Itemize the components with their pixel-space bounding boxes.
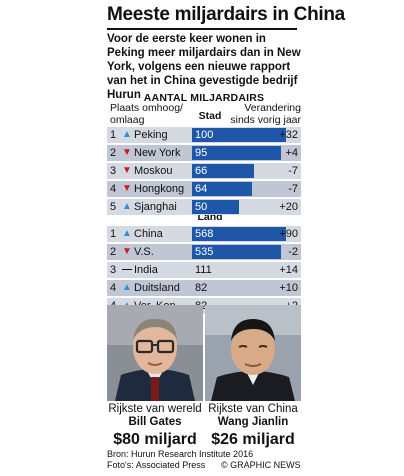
table-row: 1 ▲ China 568 +90 — [107, 226, 301, 242]
table-row: 4 ▲ Duitsland 82 +10 — [107, 280, 301, 296]
table-row: 3 — India 111 +14 — [107, 262, 301, 278]
wang-jianlin-photo — [205, 305, 301, 401]
row-change: -7 — [288, 165, 298, 177]
row-name: Hongkong — [134, 183, 185, 195]
arrow-down-icon: ▼ — [122, 147, 132, 158]
arrow-down-icon: ▼ — [122, 165, 132, 176]
wang-jianlin-caption: Rijkste van China Wang Jianlin $26 milja… — [205, 403, 301, 450]
value-bar — [192, 245, 281, 259]
row-name: V.S. — [134, 246, 154, 258]
value-bar — [192, 164, 254, 178]
table-row: 4 ▼ Hongkong 64 -7 — [107, 181, 301, 197]
row-value: 568 — [195, 228, 214, 240]
row-change: +4 — [285, 147, 298, 159]
change-column-label: Verandering sinds vorig jaar — [230, 102, 301, 126]
rank-number: 2 — [110, 147, 117, 159]
rank-number: 1 — [110, 228, 117, 240]
row-change: +20 — [279, 201, 298, 213]
rank-number: 3 — [110, 165, 117, 177]
brand-credit: © GRAPHIC NEWS — [221, 460, 301, 470]
bill-gates-caption: Rijkste van wereld Bill Gates $80 miljar… — [107, 403, 203, 450]
row-value: 100 — [195, 129, 214, 141]
arrow-up-icon: ▲ — [122, 282, 132, 293]
source-note: Bron: Hurun Research Institute 2016 — [107, 449, 254, 459]
section-heading: AANTAL MILJARDAIRS — [143, 92, 265, 104]
wang-jianlin-wealth: $26 miljard — [211, 431, 295, 448]
bill-gates-role: Rijkste van wereld — [108, 403, 202, 415]
rank-number: 5 — [110, 201, 117, 213]
row-value: 535 — [195, 246, 214, 258]
dash-icon: — — [122, 264, 132, 275]
value-bar — [192, 227, 286, 241]
chart-subtitle: Voor de eerste keer wonen in Peking meer… — [107, 33, 301, 101]
row-name: Peking — [134, 129, 168, 141]
table-row: 2 ▼ V.S. 535 -2 — [107, 244, 301, 260]
arrow-down-icon: ▼ — [122, 246, 132, 257]
bill-gates-wealth: $80 miljard — [113, 431, 197, 448]
wang-jianlin-name: Wang Jianlin — [217, 416, 289, 428]
bill-gates-name: Bill Gates — [128, 416, 182, 428]
wang-jianlin-role: Rijkste van China — [208, 403, 298, 415]
row-value: 82 — [195, 282, 208, 294]
title-divider — [107, 28, 297, 30]
rank-number: 4 — [110, 282, 117, 294]
rank-number: 3 — [110, 264, 117, 276]
row-value: 95 — [195, 147, 208, 159]
row-change: +10 — [279, 282, 298, 294]
row-name: Moskou — [134, 165, 173, 177]
rank-column-label: Plaats omhoog/ omlaag — [110, 102, 183, 126]
row-change: -7 — [288, 183, 298, 195]
photo-credit: Foto's: Associated Press — [107, 460, 206, 470]
table-row: 1 ▲ Peking 100 +32 — [107, 127, 301, 143]
row-change: +32 — [279, 129, 298, 141]
row-name: India — [134, 264, 158, 276]
city-column-label: Stad — [198, 110, 222, 122]
row-value: 64 — [195, 183, 208, 195]
arrow-down-icon: ▼ — [122, 183, 132, 194]
table-row: 5 ▲ Sjanghai 50 +20 — [107, 199, 301, 215]
row-value: 111 — [195, 264, 212, 276]
row-value: 66 — [195, 165, 208, 177]
table-row: 2 ▼ New York 95 +4 — [107, 145, 301, 161]
row-change: +14 — [279, 264, 298, 276]
arrow-up-icon: ▲ — [122, 129, 132, 140]
rank-number: 1 — [110, 129, 117, 141]
row-name: Sjanghai — [134, 201, 177, 213]
row-name: New York — [134, 147, 181, 159]
chart-title: Meeste miljardairs in China — [107, 4, 345, 25]
row-change: +90 — [279, 228, 298, 240]
row-value: 50 — [195, 201, 208, 213]
row-name: Duitsland — [134, 282, 180, 294]
arrow-up-icon: ▲ — [122, 228, 132, 239]
value-bar — [192, 200, 239, 214]
arrow-up-icon: ▲ — [122, 201, 132, 212]
value-bar — [192, 146, 281, 160]
row-change: -2 — [288, 246, 298, 258]
value-bar — [192, 182, 252, 196]
row-name: China — [134, 228, 163, 240]
rank-number: 2 — [110, 246, 117, 258]
value-bar — [192, 128, 286, 142]
rank-number: 4 — [110, 183, 117, 195]
bill-gates-photo — [107, 305, 203, 401]
table-row: 3 ▼ Moskou 66 -7 — [107, 163, 301, 179]
